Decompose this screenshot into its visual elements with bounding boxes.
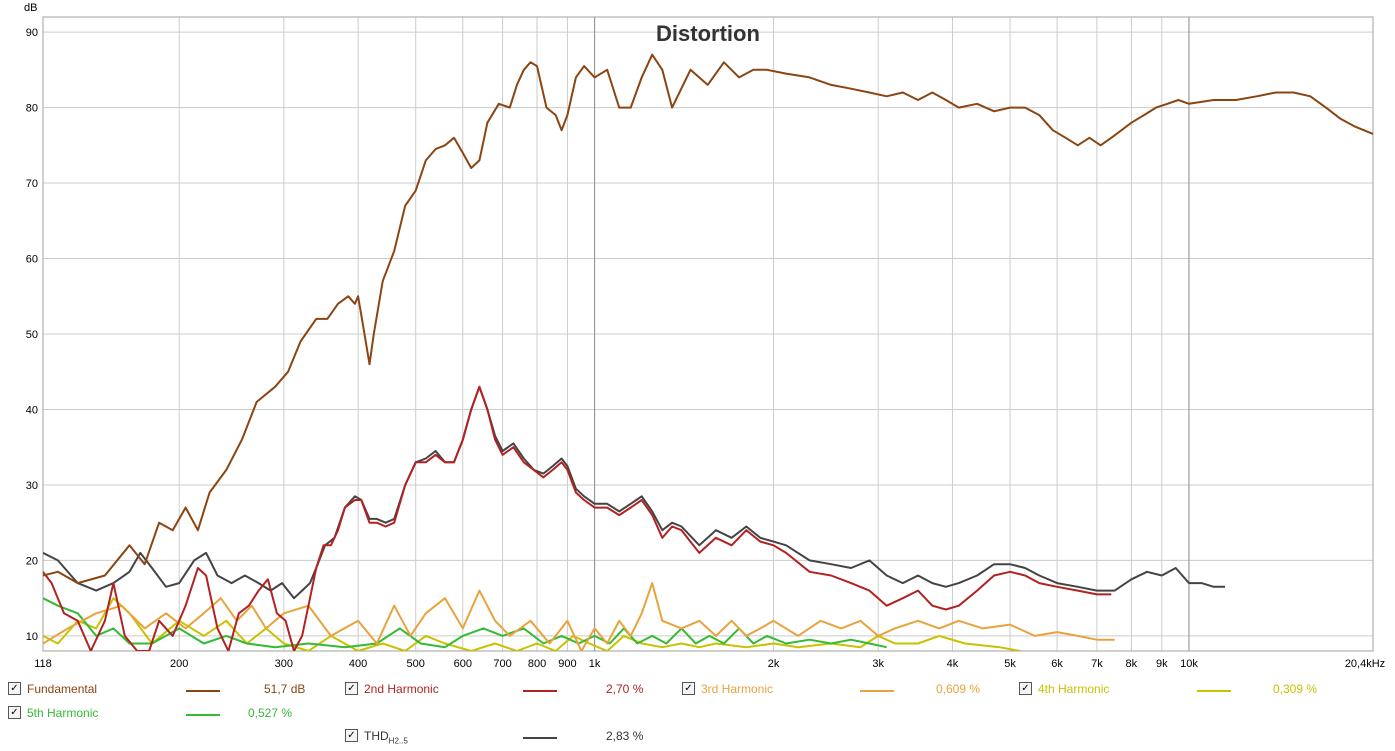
legend-value: 2,83 % [606, 729, 644, 743]
y-tick-label: 50 [26, 329, 38, 341]
legend-2nd-harmonic[interactable]: ✓ 2nd Harmonic 2,70 % [345, 682, 675, 698]
legend-thd[interactable]: ✓ THDH2..5 2,83 % [345, 729, 675, 745]
legend-label: 5th Harmonic [27, 706, 99, 720]
legend-4th-harmonic[interactable]: ✓ 4th Harmonic 0,309 % [1019, 682, 1349, 698]
thd-label: THD [364, 729, 389, 743]
series-line-5th-harmonic [43, 597, 887, 649]
legend-value: 0,609 % [936, 682, 981, 696]
legend-label: THDH2..5 [364, 729, 408, 745]
x-tick-label: 20,4kHz [1345, 658, 1385, 670]
y-axis-label: dB [24, 2, 37, 14]
legend-value: 0,527 % [248, 706, 293, 720]
x-tick-label: 500 [407, 658, 425, 670]
x-tick-label: 5k [1004, 658, 1016, 670]
y-tick-label: 30 [26, 480, 38, 492]
x-tick-label: 400 [349, 658, 367, 670]
x-tick-label: 7k [1091, 658, 1103, 670]
plot-frame [42, 16, 1374, 652]
checkbox-4th-harmonic[interactable]: ✓ [1019, 682, 1032, 695]
legend-label: Fundamental [27, 682, 98, 696]
legend-label: 4th Harmonic [1038, 682, 1110, 696]
legend-swatch [523, 737, 557, 739]
y-tick-label: 20 [26, 555, 38, 567]
x-tick-label: 800 [528, 658, 546, 670]
legend-swatch [1197, 690, 1231, 692]
thd-subscript: H2..5 [388, 736, 408, 746]
y-tick-label: 80 [26, 103, 38, 115]
x-tick-label: 8k [1126, 658, 1138, 670]
legend-5th-harmonic[interactable]: ✓ 5th Harmonic 0,527 % [8, 706, 338, 722]
x-tick-label: 300 [275, 658, 293, 670]
legend-swatch [523, 690, 557, 692]
legend-3rd-harmonic[interactable]: ✓ 3rd Harmonic 0,609 % [682, 682, 1012, 698]
x-tick-label: 200 [170, 658, 188, 670]
x-tick-label: 118 [34, 658, 52, 670]
x-tick-label: 4k [947, 658, 959, 670]
y-tick-labels: 10 20 30 40 50 60 70 80 90 [26, 27, 38, 643]
grid [42, 17, 1374, 651]
y-tick-label: 60 [26, 254, 38, 266]
series-group [43, 53, 1373, 651]
x-tick-label: 900 [558, 658, 576, 670]
checkbox-2nd-harmonic[interactable]: ✓ [345, 682, 358, 695]
x-tick-label: 9k [1156, 658, 1168, 670]
x-tick-label: 600 [454, 658, 472, 670]
x-tick-labels: 118 200 300 400 500 600 700 800 900 1k 2k 3k 4k 5k 6k 7… [34, 658, 1385, 670]
x-tick-label: 10k [1180, 658, 1198, 670]
legend-label: 3rd Harmonic [701, 682, 774, 696]
x-tick-label: 3k [872, 658, 884, 670]
checkbox-thd[interactable]: ✓ [345, 729, 358, 742]
checkbox-fundamental[interactable]: ✓ [8, 682, 21, 695]
legend-value: 2,70 % [606, 682, 644, 696]
legend-value: 51,7 dB [264, 682, 306, 696]
checkbox-5th-harmonic[interactable]: ✓ [8, 706, 21, 719]
x-tick-label: 700 [493, 658, 511, 670]
series-line-fundamental [43, 53, 1373, 585]
series-line-thd-h2-5 [43, 385, 1225, 600]
x-tick-label: 2k [768, 658, 780, 670]
series-line-4th-harmonic [43, 597, 1021, 651]
chart-title: Distortion [656, 21, 760, 46]
legend-swatch [860, 690, 894, 692]
legend-fundamental[interactable]: ✓ Fundamental 51,7 dB [8, 682, 338, 698]
checkbox-3rd-harmonic[interactable]: ✓ [682, 682, 695, 695]
x-tick-label: 1k [589, 658, 601, 670]
legend-swatch [186, 714, 220, 716]
legend-swatch [186, 690, 220, 692]
legend-label: 2nd Harmonic [364, 682, 439, 696]
y-tick-label: 70 [26, 178, 38, 190]
series-line-3rd-harmonic [43, 582, 1115, 651]
series-line-2nd-harmonic [43, 385, 1112, 651]
y-tick-label: 10 [26, 631, 38, 643]
distortion-chart: 10 20 30 40 50 60 70 80 90 118 200 300 400 500 600 700… [24, 2, 1385, 670]
y-tick-label: 90 [26, 27, 38, 39]
legend-value: 0,309 % [1273, 682, 1318, 696]
x-tick-label: 6k [1051, 658, 1063, 670]
y-tick-label: 40 [26, 404, 38, 416]
